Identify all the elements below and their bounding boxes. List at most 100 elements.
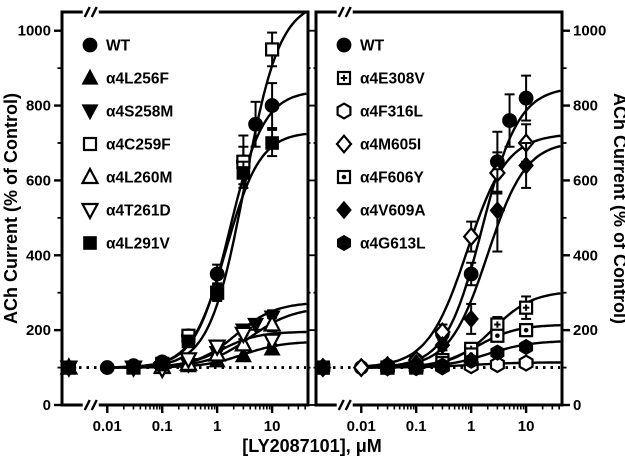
data-point-α4L291V	[181, 334, 196, 349]
panel-frame	[60, 10, 310, 407]
legend-label: α4L256F	[106, 71, 169, 88]
axis-break-mark	[337, 399, 345, 411]
panel-left: 0 200 400 600 800 1000 0.01 0.1 1 10 WT α4L256F α4S2…	[18, 6, 312, 435]
x-axis-title: [LY2087101], μM	[242, 436, 381, 456]
data-point-α4L291V	[210, 285, 224, 300]
data-point-α4M605I	[352, 357, 370, 378]
legend-marker-α4M605I	[335, 133, 353, 155]
y-axis-title-right: ACh Current (% of Control)	[610, 93, 625, 324]
data-point-WT	[463, 266, 479, 282]
data-point-α4C259F	[265, 42, 280, 57]
legend-marker-α4L260M	[80, 166, 100, 185]
legend-marker-α4G613L	[337, 234, 351, 252]
y-tick-label: 200	[26, 322, 51, 339]
data-point-α4L291V	[155, 357, 170, 372]
data-point-α4G613L	[380, 359, 395, 376]
axis-break-mark	[90, 399, 98, 411]
data-point-α4V609A	[489, 201, 506, 220]
legend-label: α4F316L	[360, 104, 423, 121]
panel-right: 0 200 400 600 800 1000 0.01 0.1 1 10 WT α4E308V α4F3…	[312, 6, 606, 435]
legend-left: WT α4L256F α4S258M α4C259F α4L260M α4T261D α4L…	[80, 37, 173, 253]
data-point-α4T261D	[179, 352, 198, 370]
data-point-α4L256F	[234, 346, 252, 363]
data-point-WT	[248, 116, 263, 132]
y-tick-label: 600	[573, 172, 598, 189]
data-point-α4E308V	[519, 300, 534, 315]
legend-marker-α4F316L	[336, 102, 352, 120]
legend-label: α4L260M	[106, 170, 172, 187]
data-point-WT	[264, 98, 280, 113]
series-α4G613L	[315, 338, 534, 376]
data-point-α4F316L	[489, 355, 505, 374]
y-tick-label: 1000	[18, 23, 51, 40]
y-tick-label: 800	[26, 98, 51, 115]
y-tick-label: 0	[43, 397, 51, 414]
legend-item-α4E308V: α4E308V	[336, 70, 425, 88]
data-point-α4G613L	[315, 359, 330, 376]
data-point-WT	[518, 90, 534, 106]
legend-label: α4L291V	[106, 236, 170, 253]
data-point-α4T261D	[207, 339, 227, 357]
legend-item-WT: WT	[336, 38, 385, 55]
data-point-WT	[209, 266, 225, 282]
legend-label: α4S258M	[106, 104, 173, 121]
legend-marker-α4E308V	[336, 70, 352, 86]
axis-break-mark	[83, 399, 91, 411]
axis-break-mark	[83, 6, 91, 18]
legend-label: α4V609A	[360, 203, 426, 220]
legend-item-α4F316L: α4F316L	[336, 102, 423, 121]
axis-break-mark	[337, 6, 345, 18]
legend-item-α4T261D: α4T261D	[80, 202, 171, 221]
axis-break-mark	[344, 6, 352, 18]
data-point-α4T261D	[262, 333, 282, 351]
data-point-α4F606Y	[519, 323, 534, 338]
x-tick-label: 10	[518, 418, 535, 435]
x-tick-label: 0.01	[347, 418, 376, 435]
y-tick-label: 600	[26, 172, 51, 189]
legend-marker-α4T261D	[80, 202, 100, 221]
legend-item-α4F606Y: α4F606Y	[336, 169, 424, 187]
y-tick-label: 400	[26, 247, 51, 264]
x-tick-label: 0.1	[406, 418, 427, 435]
x-tick-label: 1	[213, 418, 221, 435]
data-point-α4G613L	[490, 344, 505, 361]
data-point-α4L291V	[62, 360, 76, 375]
legend-marker-α4C259F	[82, 136, 98, 152]
legend-right: WT α4E308V α4F316L α4M605I α4F606Y α4V609A α4G…	[335, 38, 426, 253]
axis-break-mark	[90, 6, 98, 18]
data-point-α4M605I	[462, 226, 480, 247]
legend-label: α4F606Y	[360, 170, 424, 187]
legend-item-α4L291V: α4L291V	[83, 236, 170, 253]
series-α4L291V	[62, 128, 279, 375]
data-point-α4G613L	[435, 357, 450, 374]
legend-label: WT	[360, 38, 385, 55]
legend-marker-α4S258M	[81, 104, 99, 121]
legend-item-α4L256F: α4L256F	[81, 68, 169, 88]
data-point-α4F606Y	[490, 328, 505, 343]
data-point-α4V609A	[463, 309, 479, 329]
legend-label: α4G613L	[360, 236, 426, 253]
data-point-α4S258M	[247, 317, 265, 334]
legend-marker-α4V609A	[336, 200, 352, 220]
legend-item-α4L260M: α4L260M	[80, 166, 172, 187]
y-tick-label: 200	[573, 322, 598, 339]
data-point-α4L291V	[265, 136, 279, 150]
legend-marker-α4L291V	[83, 236, 97, 250]
legend-item-α4S258M: α4S258M	[81, 104, 173, 121]
y-tick-label: 0	[573, 397, 581, 414]
data-point-α4L291V	[126, 360, 141, 375]
legend-item-WT: WT	[82, 37, 131, 55]
data-point-α4L260M	[262, 314, 282, 332]
x-tick-label: 10	[264, 418, 281, 435]
data-point-α4V609A	[518, 156, 534, 175]
y-tick-label: 800	[573, 98, 598, 115]
y-axis-title-left: ACh Current (% of Control)	[1, 93, 21, 324]
legend-marker-α4F606Y	[336, 169, 352, 185]
legend-marker-WT	[82, 37, 98, 53]
x-tick-label: 1	[467, 418, 475, 435]
legend-item-α4G613L: α4G613L	[337, 234, 426, 253]
data-point-α4G613L	[519, 338, 534, 356]
legend-label: α4C259F	[106, 137, 171, 154]
